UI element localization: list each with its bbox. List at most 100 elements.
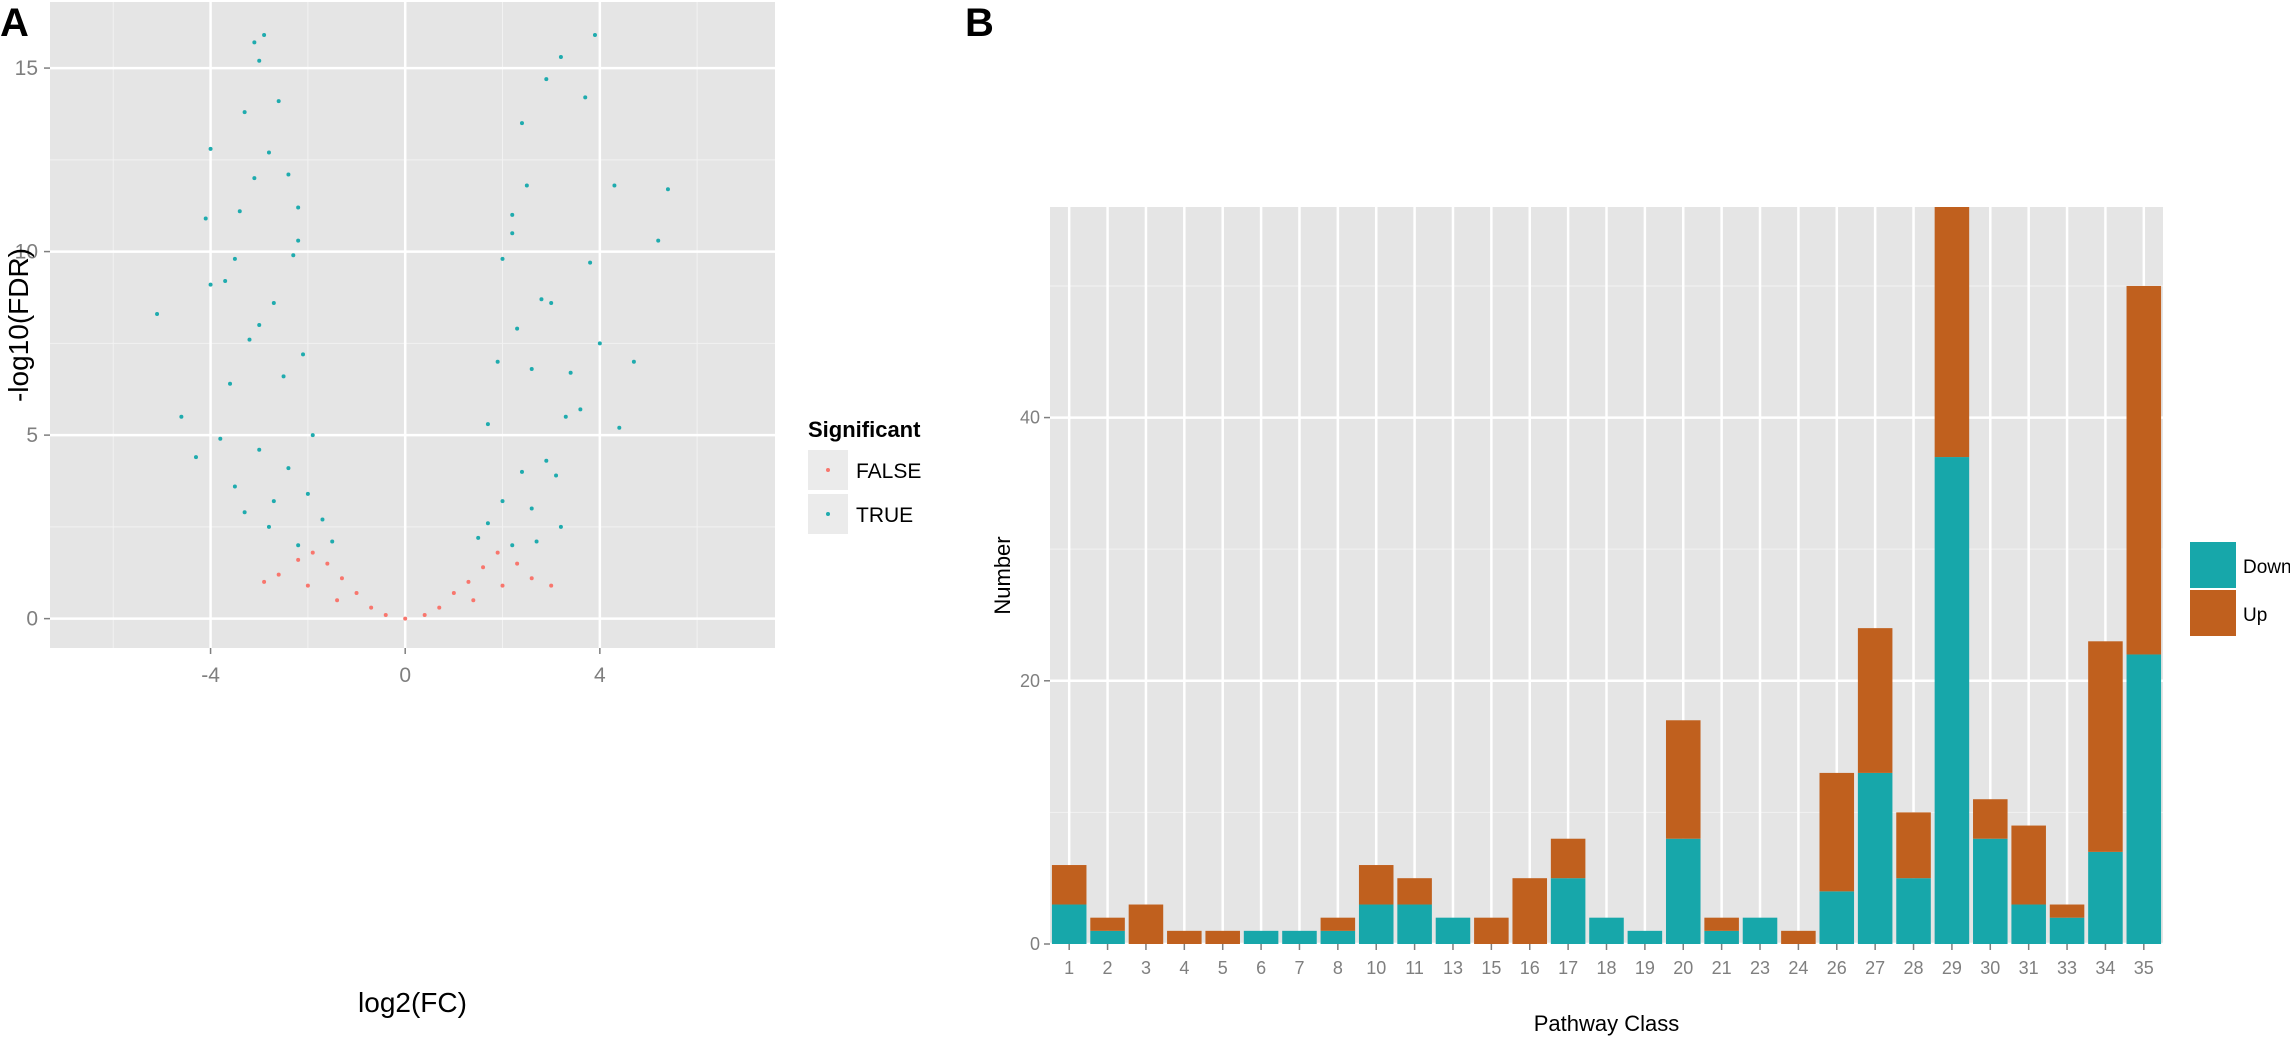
volcano-point-false [335,598,340,603]
volcano-point-false [437,605,442,610]
volcano-point-true [228,381,233,386]
bar-down-29 [1934,457,1970,944]
volcano-point-false [262,579,267,584]
volcano-point-true [519,121,524,126]
volcano-point-false [549,583,554,588]
volcano-point-true [539,297,544,302]
volcano-point-true [544,458,549,463]
volcano-point-true [485,422,490,427]
bar-down-23 [1742,917,1778,944]
legend-key-down [2190,542,2236,588]
legend-dot-false [826,468,830,472]
bar-y-tick-label: 0 [1030,934,1040,954]
bar-up-16 [1512,878,1548,944]
bar-down-27 [1857,772,1893,944]
bar-x-tick-label: 3 [1141,958,1151,978]
bar-up-11 [1397,878,1432,905]
bar-down-26 [1819,891,1855,944]
bar-x-tick-label: 30 [1980,958,2000,978]
volcano-point-true [257,323,262,327]
volcano-point-true [563,414,568,419]
volcano-point-true [242,110,247,115]
bar-x-tick-label: 26 [1827,958,1847,978]
volcano-point-false [471,598,476,603]
volcano-point-true [155,311,160,316]
volcano-point-true [583,95,588,100]
volcano-point-true [291,253,296,258]
volcano-point-true [544,77,549,82]
panel-a-letter: A [0,1,29,45]
volcano-point-true [656,238,661,243]
bar-x-tick-label: 15 [1481,958,1501,978]
volcano-point-true [320,517,325,522]
bar-down-35 [2126,654,2162,944]
volcano-point-false [339,576,344,581]
volcano-point-true [296,543,301,548]
bar-x-tick-label: 17 [1558,958,1578,978]
volcano-grid [50,2,775,648]
bar-y-axis-title: Number [990,536,1015,614]
bar-x-tick-label: 2 [1103,958,1113,978]
volcano-point-true [534,539,539,544]
bar-x-tick-label: 11 [1405,958,1424,978]
bar-y-tick-label: 40 [1020,408,1040,428]
bar-x-tick-label: 24 [1788,958,1808,978]
bar-x-tick-label: 6 [1256,958,1266,978]
volcano-x-axis-title: log2(FC) [358,987,467,1018]
bar-x-tick-label: 8 [1333,958,1343,978]
bar-x-tick-label: 5 [1218,958,1228,978]
volcano-point-true [247,337,252,342]
volcano-point-true [281,374,286,379]
bar-down-30 [1973,838,2008,944]
volcano-y-tick-label: 10 [15,241,38,264]
bar-up-17 [1550,838,1586,879]
volcano-point-true [495,359,500,364]
bar-up-3 [1128,904,1164,944]
volcano-point-true [500,256,505,261]
volcano-point-false [369,605,374,610]
bar-ticks: 1 2 3 4 5 6 7 8 10 11 13 15 16 17 18 19 20 21 23 24 26 27 28 29… [1020,408,2154,978]
bar-down-7 [1282,930,1317,944]
volcano-point-true [203,216,208,221]
volcano-point-true [500,499,505,504]
bar-x-tick-label: 13 [1443,958,1463,978]
bar-x-tick-label: 10 [1366,958,1386,978]
bar-x-tick-label: 29 [1942,958,1962,978]
bar-y-tick-label: 20 [1020,671,1040,691]
bar-up-28 [1896,812,1931,879]
bar-x-tick-label: 1 [1064,958,1074,978]
volcano-point-true [266,150,271,155]
volcano-point-false [354,590,359,595]
volcano-point-true [485,521,490,526]
volcano-point-true [296,238,301,243]
volcano-point-true [223,278,228,283]
volcano-point-true [612,183,617,188]
volcano-point-true [286,172,291,177]
volcano-point-false [500,583,505,588]
volcano-point-true [208,282,213,287]
bar-up-34 [2088,641,2123,852]
panel-b-letter: B [965,1,994,45]
bar-up-8 [1320,917,1356,931]
volcano-point-true [578,407,583,412]
volcano-point-true [252,40,257,45]
bar-up-26 [1819,772,1855,892]
volcano-legend: Significant FALSE TRUE [808,417,921,534]
volcano-point-false [325,561,330,566]
volcano-point-true [510,543,515,548]
bar-up-1 [1051,865,1087,905]
bar-down-18 [1589,917,1624,944]
bar-up-5 [1205,930,1240,944]
volcano-point-true [588,260,593,265]
legend-label-false: FALSE [856,460,921,483]
volcano-point-true [529,367,534,372]
bar-x-tick-label: 33 [2057,958,2077,978]
bar-x-tick-label: 23 [1750,958,1770,978]
volcano-y-tick-label: 5 [26,424,38,447]
bar-down-8 [1320,930,1356,944]
volcano-point-true [631,359,636,364]
volcano-point-true [232,484,237,489]
bar-up-33 [2049,904,2085,918]
volcano-point-false [495,550,500,555]
